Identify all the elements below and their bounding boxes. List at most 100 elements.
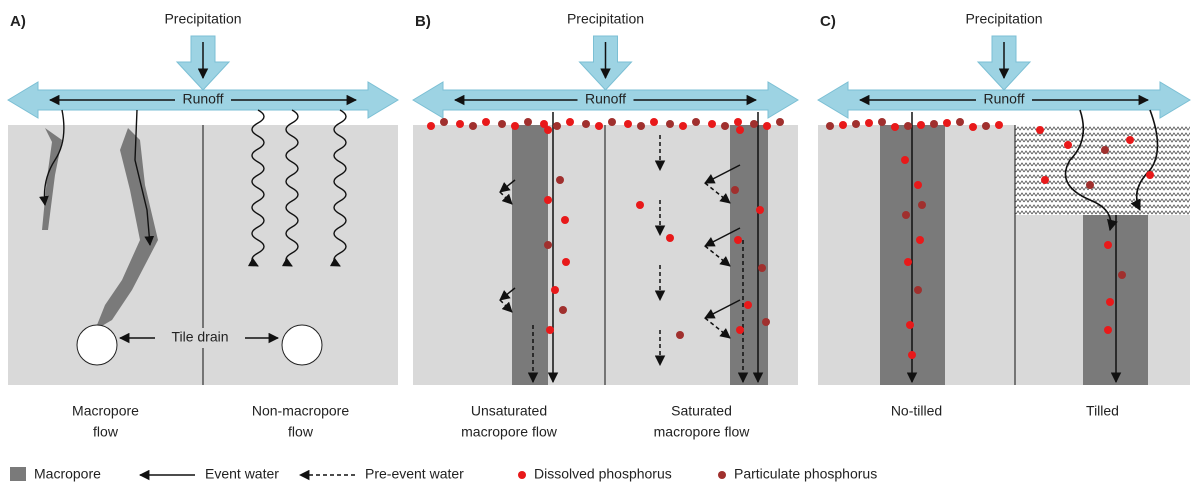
particulate-p [469, 122, 477, 130]
legend-label: Event water [205, 466, 279, 482]
particulate-p [582, 120, 590, 128]
precipitation-label: Precipitation [567, 11, 644, 27]
runoff-arrow [412, 81, 799, 119]
arrow [704, 164, 741, 184]
particulate-p [826, 122, 834, 130]
wavy-flow [329, 109, 347, 267]
dissolved-p [736, 326, 744, 334]
particulate-p [544, 241, 552, 249]
dissolved-p [1036, 126, 1044, 134]
wavy-flow [281, 109, 299, 267]
particulate-p [1101, 146, 1109, 154]
tilled-layer [1015, 125, 1190, 215]
dissolved-p [906, 321, 914, 329]
dissolved-p [666, 234, 674, 242]
dissolved-p [511, 122, 519, 130]
particulate-p [524, 118, 532, 126]
dissolved-p [551, 286, 559, 294]
panel-label: C) [820, 13, 836, 30]
runoff-label: Runoff [984, 91, 1025, 107]
particulate-p [692, 118, 700, 126]
dissolved-p [650, 118, 658, 126]
dissolved-p [482, 118, 490, 126]
dissolved-p [736, 126, 744, 134]
particulate-p [750, 120, 758, 128]
dissolved-p [546, 326, 554, 334]
arrow [704, 299, 741, 319]
dissolved-p [561, 216, 569, 224]
dissolved-p [901, 156, 909, 164]
arrow [704, 227, 741, 247]
arrow [499, 191, 513, 205]
macropore [730, 125, 768, 385]
macropore [512, 125, 548, 385]
dissolved-p [995, 121, 1003, 129]
dissolved-p [679, 122, 687, 130]
particulate-p [982, 122, 990, 130]
flow [1130, 109, 1159, 212]
particulate-p [956, 118, 964, 126]
dissolved-p [908, 351, 916, 359]
dissolved-p [636, 201, 644, 209]
caption: macropore flow [461, 424, 558, 440]
particulate-p [676, 331, 684, 339]
particulate-p [904, 122, 912, 130]
dissolved-p [916, 236, 924, 244]
arrow [704, 245, 731, 267]
particulate-p [731, 186, 739, 194]
dissolved-p [744, 301, 752, 309]
dissolved-p [1106, 298, 1114, 306]
precipitation-label: Precipitation [164, 11, 241, 27]
arrow [499, 179, 516, 193]
dissolved-p [904, 258, 912, 266]
particulate-p [878, 118, 886, 126]
tile-drain-label: Tile drain [171, 329, 228, 345]
dissolved-p [1041, 176, 1049, 184]
macropore [95, 128, 158, 330]
particulate-p [914, 286, 922, 294]
caption: Unsaturated [471, 403, 547, 419]
label-bg [150, 328, 248, 348]
caption: Non-macropore [252, 403, 349, 419]
dissolved-p [540, 120, 548, 128]
particulate-p [852, 120, 860, 128]
arrow [704, 317, 731, 339]
dissolved-p [734, 236, 742, 244]
dissolved-p [756, 206, 764, 214]
legend: Macropore Event water Pre-event water Di… [10, 466, 877, 482]
caption: macropore flow [654, 424, 751, 440]
dissolved-p [1104, 241, 1112, 249]
runoff-label: Runoff [183, 91, 224, 107]
tile-drain [281, 324, 323, 366]
dissolved-p [1146, 171, 1154, 179]
panel-label: B) [415, 13, 431, 30]
arrow [499, 287, 516, 301]
caption: Tilled [1086, 403, 1119, 419]
legend-label: Pre-event water [365, 466, 464, 482]
particulate-p [556, 176, 564, 184]
dissolved-p [456, 120, 464, 128]
arrow [704, 182, 731, 204]
dissolved-p [891, 123, 899, 131]
flow [39, 109, 65, 206]
particulate-p [758, 264, 766, 272]
particulate-p [776, 118, 784, 126]
legend-label: Macropore [34, 466, 101, 482]
particulate-p [930, 120, 938, 128]
precipitation-label: Precipitation [965, 11, 1042, 27]
particulate-p [902, 211, 910, 219]
legend-dot [718, 471, 726, 479]
particulate-p [608, 118, 616, 126]
dissolved-p [1104, 326, 1112, 334]
tile-drain [76, 324, 118, 366]
particulate-p [498, 120, 506, 128]
legend-label: Particulate phosphorus [734, 466, 877, 482]
particulate-p [762, 318, 770, 326]
dissolved-p [544, 126, 552, 134]
dissolved-p [544, 196, 552, 204]
caption: flow [93, 424, 119, 440]
dissolved-p [865, 119, 873, 127]
particulate-p [721, 122, 729, 130]
dissolved-p [763, 122, 771, 130]
